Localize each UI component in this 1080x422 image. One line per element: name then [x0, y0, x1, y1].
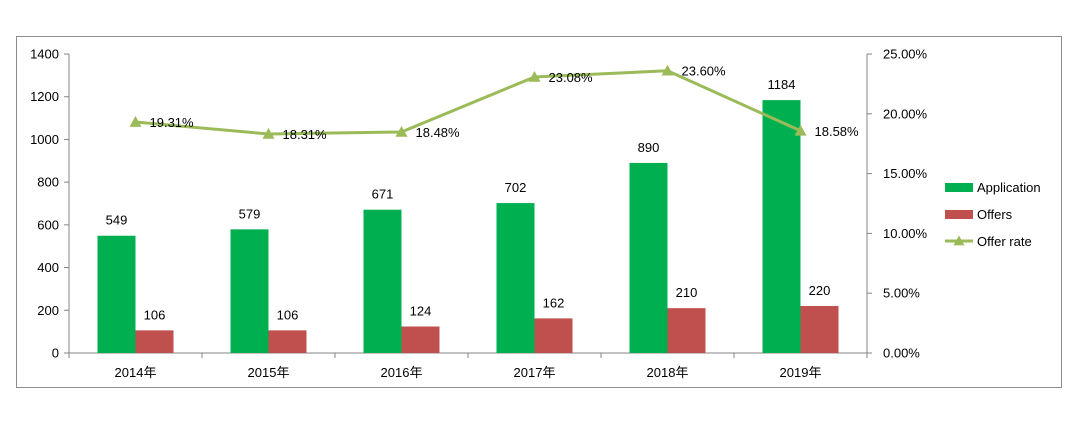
y-left-tick-label: 200	[37, 303, 59, 318]
bar-application	[363, 209, 402, 353]
data-label-application: 1184	[768, 77, 796, 92]
bar-offers	[800, 306, 839, 353]
bar-offers	[268, 330, 307, 353]
line-point-marker	[262, 128, 275, 139]
x-tick-label: 2018年	[647, 365, 689, 380]
data-label-offers: 162	[543, 295, 565, 310]
data-label-offers: 124	[410, 304, 432, 319]
legend-label-application: Application	[977, 180, 1041, 195]
labels-layer: 549 579 671 702 890 1184 106 106 124 162 210 220 19.…	[106, 64, 859, 323]
data-label-offer-rate: 23.08%	[549, 70, 594, 85]
y-right-tick-label: 20.00%	[883, 106, 928, 121]
data-label-offer-rate: 18.58%	[815, 124, 860, 139]
bar-offers	[667, 308, 706, 353]
data-label-application: 890	[638, 140, 660, 155]
bar-offers	[401, 326, 440, 353]
data-label-application: 579	[239, 206, 261, 221]
y-left-tick-label: 1000	[30, 132, 59, 147]
line-point-marker	[528, 70, 541, 82]
data-label-offers: 210	[676, 285, 698, 300]
y-left-tick-label: 800	[37, 175, 59, 190]
data-label-application: 702	[505, 180, 527, 195]
data-label-offer-rate: 23.60%	[682, 64, 727, 79]
chart-frame: 0 200 400 600 800 1000 1200 1400 0.00% 5.00% 10.00…	[16, 36, 1062, 388]
x-tick-label: 2015年	[248, 365, 290, 380]
legend-swatch-application	[945, 183, 973, 192]
legend-label-offer-rate: Offer rate	[977, 234, 1032, 249]
y-left-tick-label: 400	[37, 260, 59, 275]
data-label-offer-rate: 18.48%	[416, 125, 461, 140]
line-point-marker	[129, 116, 142, 127]
line-layer	[129, 64, 807, 139]
legend-swatch-marker	[953, 235, 965, 246]
line-point-marker	[395, 125, 408, 137]
bar-application	[496, 203, 535, 353]
bar-application	[230, 229, 269, 353]
data-label-application: 549	[106, 213, 128, 228]
data-label-offers: 106	[144, 307, 166, 322]
y-right-tick-label: 15.00%	[883, 166, 928, 181]
y-right-tick-label: 0.00%	[883, 346, 920, 361]
line-point-marker	[661, 64, 674, 76]
bar-application	[629, 162, 668, 353]
x-tick-label: 2014年	[115, 365, 157, 380]
data-label-offers: 220	[809, 283, 831, 298]
data-label-offer-rate: 18.31%	[283, 127, 328, 142]
y-left-tick-label: 0	[52, 346, 59, 361]
chart-svg: 0 200 400 600 800 1000 1200 1400 0.00% 5.00% 10.00…	[30, 47, 1041, 381]
y-right-tick-label: 5.00%	[883, 286, 920, 301]
bar-offers	[135, 330, 174, 353]
x-tick-label: 2019年	[780, 365, 822, 380]
legend-swatch-offers	[945, 210, 973, 219]
y-right-tick-label: 10.00%	[883, 226, 928, 241]
legend-label-offers: Offers	[977, 207, 1013, 222]
y-left-tick-label: 600	[37, 217, 59, 232]
legend-layer: Application Offers Offer rate	[945, 180, 1041, 249]
y-left-tick-label: 1200	[30, 89, 59, 104]
data-label-offers: 106	[277, 307, 299, 322]
data-label-application: 671	[372, 187, 394, 202]
bar-application	[762, 100, 801, 353]
x-tick-label: 2016年	[381, 365, 423, 380]
y-left-tick-label: 1400	[30, 47, 59, 62]
y-right-tick-label: 25.00%	[883, 47, 928, 62]
bar-application	[97, 235, 136, 353]
bar-offers	[534, 318, 573, 353]
data-label-offer-rate: 19.31%	[150, 115, 195, 130]
line-offer-rate	[135, 69, 802, 136]
line-point-marker	[794, 124, 807, 136]
x-tick-label: 2017年	[514, 365, 556, 380]
axes-layer: 0 200 400 600 800 1000 1200 1400 0.00% 5.00% 10.00…	[30, 47, 927, 381]
bars-layer	[97, 100, 839, 353]
